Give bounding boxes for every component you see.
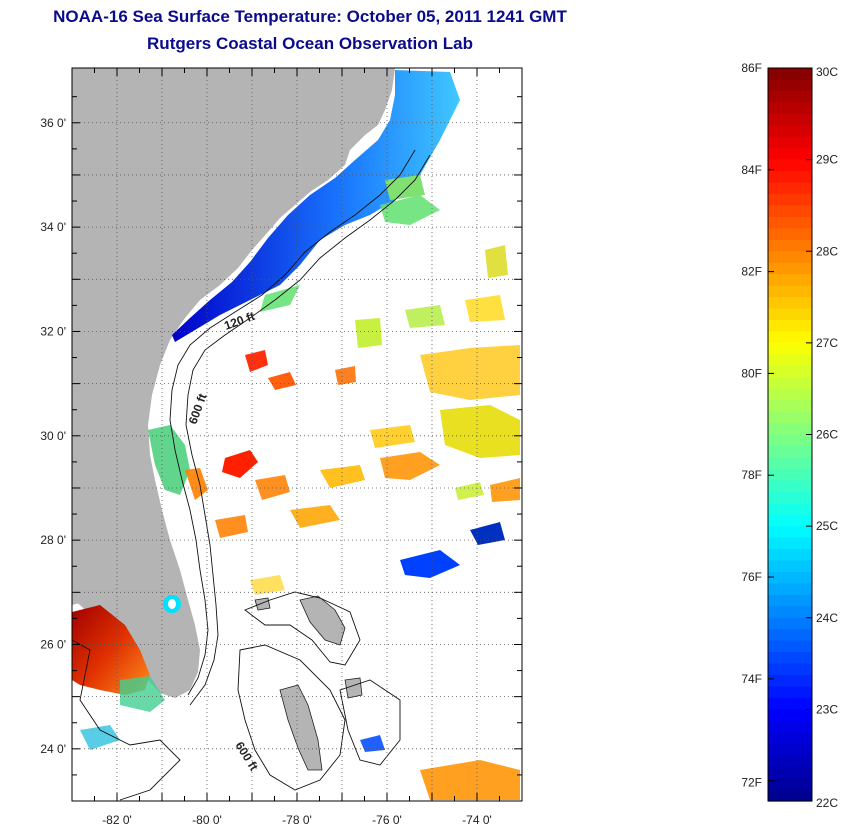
lat-tick-label: 24 0': [40, 742, 66, 756]
isobath-contours: [72, 149, 431, 801]
lon-tick-label: -80 0': [192, 813, 222, 827]
colorbar-celsius-label: 25C: [816, 519, 838, 533]
colorbar-fahrenheit-label: 86F: [741, 61, 762, 75]
coastal-green-fringe: [260, 195, 440, 312]
colorbar-celsius-label: 23C: [816, 702, 838, 716]
gulf-warm-water: [72, 605, 150, 695]
coastal-cold-band: [172, 70, 460, 342]
lon-tick-label: -78 0': [282, 813, 312, 827]
map-subtitle: Rutgers Coastal Ocean Observation Lab: [147, 34, 473, 53]
bahamas-islands: [254, 595, 363, 771]
lon-tick-label: -74 0': [462, 813, 492, 827]
sst-patches: [215, 175, 520, 800]
colorbar-fahrenheit-label: 80F: [741, 366, 762, 380]
lat-tick-label: 36 0': [40, 116, 66, 130]
lat-tick-label: 34 0': [40, 220, 66, 234]
colorbar-celsius-label: 26C: [816, 428, 838, 442]
colorbar-celsius-label: 27C: [816, 336, 838, 350]
colorbar-fahrenheit-label: 76F: [741, 570, 762, 584]
lon-tick-label: -76 0': [372, 813, 402, 827]
colorbar-fahrenheit-label: 82F: [741, 265, 762, 279]
lat-tick-label: 26 0': [40, 637, 66, 651]
colorbar-celsius-label: 30C: [816, 65, 838, 79]
colorbar-celsius-label: 22C: [816, 796, 838, 810]
colorbar-celsius-label: 29C: [816, 153, 838, 167]
map-grid: [72, 68, 522, 801]
colorbar-fahrenheit-label: 74F: [741, 672, 762, 686]
colorbar-celsius-label: 24C: [816, 611, 838, 625]
colorbar-fahrenheit-label: 72F: [741, 776, 762, 790]
colorbar-fahrenheit-label: 78F: [741, 468, 762, 482]
lat-tick-label: 28 0': [40, 533, 66, 547]
lat-tick-label: 32 0': [40, 324, 66, 338]
map-title: NOAA-16 Sea Surface Temperature: October…: [53, 7, 567, 26]
colorbar-fahrenheit-label: 84F: [741, 163, 762, 177]
colorbar-celsius-label: 28C: [816, 244, 838, 258]
lon-tick-label: -82 0': [102, 813, 132, 827]
florida-west-coast: [72, 490, 105, 605]
lat-tick-label: 30 0': [40, 429, 66, 443]
